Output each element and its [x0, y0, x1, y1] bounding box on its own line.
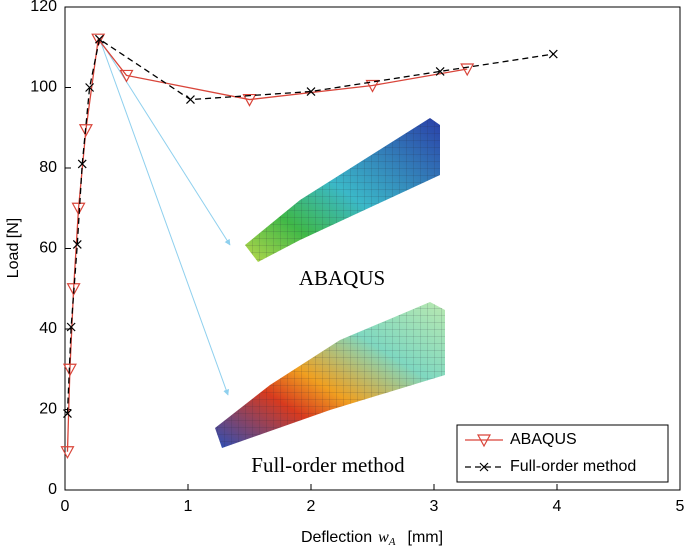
- x-tick-label: 0: [61, 498, 70, 515]
- data-point: [66, 283, 81, 297]
- data-point: [306, 87, 316, 96]
- data-point: [63, 409, 72, 418]
- annotation: ABAQUS: [299, 266, 385, 290]
- data-point: [78, 124, 93, 138]
- data-point: [60, 446, 75, 460]
- inset-abaqus: [245, 118, 440, 262]
- x-tick-label: 4: [553, 498, 562, 515]
- data-point: [548, 49, 558, 59]
- y-tick-label: 80: [39, 159, 57, 176]
- y-tick-label: 100: [30, 79, 57, 96]
- data-point: [66, 322, 76, 332]
- data-point: [435, 66, 445, 76]
- x-axis-label: Deflection wA [mm]: [301, 529, 443, 548]
- data-point: [91, 33, 106, 47]
- annotation: Full-order method: [251, 453, 405, 477]
- y-tick-label: 120: [30, 0, 57, 15]
- x-tick-label: 3: [430, 498, 439, 515]
- plot-frame: [64, 6, 681, 491]
- data-point: [460, 63, 475, 77]
- legend: [456, 424, 669, 483]
- x-axis-subscript: A: [388, 536, 396, 548]
- legend-marker: [476, 434, 492, 448]
- arrow: [99, 39, 231, 246]
- data-point: [71, 202, 86, 216]
- legend-marker: [479, 462, 489, 472]
- x-axis-symbol: w: [378, 529, 389, 546]
- y-tick-label: 20: [39, 401, 57, 418]
- data-point: [62, 363, 77, 377]
- x-axis-label-text: Deflection: [301, 529, 372, 546]
- series-line: [66, 38, 554, 414]
- data-point: [95, 34, 104, 44]
- data-point: [119, 69, 134, 83]
- data-point: [85, 83, 95, 92]
- legend-label: Full-order method: [510, 458, 636, 475]
- y-tick-label: 40: [39, 320, 57, 337]
- data-point: [72, 240, 82, 249]
- inset-full-order: [215, 302, 445, 448]
- data-point: [186, 95, 195, 104]
- x-tick-label: 1: [184, 498, 193, 515]
- x-tick-label: 2: [307, 498, 316, 515]
- data-point: [77, 159, 87, 169]
- y-tick-label: 60: [39, 240, 57, 257]
- arrow: [99, 39, 229, 396]
- x-tick-label: 5: [676, 498, 685, 515]
- data-point: [242, 93, 257, 107]
- y-axis-label: Load [N]: [5, 218, 22, 278]
- x-axis-unit: [mm]: [408, 529, 444, 546]
- y-tick-label: 0: [48, 481, 57, 498]
- data-point: [365, 79, 380, 93]
- legend-label: ABAQUS: [510, 431, 577, 448]
